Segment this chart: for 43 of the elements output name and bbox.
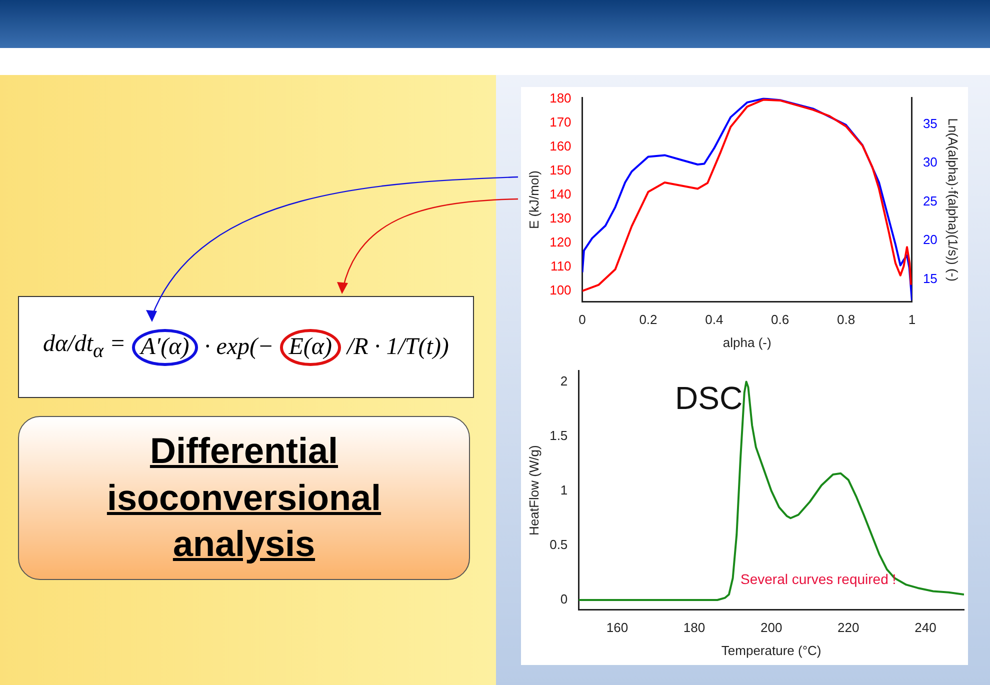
y-tick-label: 140 <box>550 186 572 202</box>
y-tick-label: 160 <box>550 138 572 154</box>
y-tick-label: 0 <box>560 592 568 607</box>
y-tick-label: 2 <box>560 373 568 388</box>
x-tick-label: 0 <box>578 312 586 328</box>
text: Differential isoconversional analysis <box>106 428 382 566</box>
text: dα/dt$_{α}$ = <box>43 331 126 363</box>
x-tick-label: 180 <box>683 620 706 636</box>
y-tick-label: 0.5 <box>550 536 568 552</box>
x-tick-label: 160 <box>606 620 628 636</box>
y2-tick-label: 15 <box>922 270 938 286</box>
y2-axis-title: Ln(A(alpha)·f(alpha)(1/s)) (-) <box>946 118 961 282</box>
x-tick-label: 0.4 <box>705 312 724 328</box>
y-tick-label: 150 <box>550 162 572 178</box>
y-tick-label: 170 <box>550 114 572 130</box>
text: E(α) <box>280 328 341 366</box>
x-tick-label: 240 <box>914 620 936 636</box>
y-tick-label: 130 <box>550 210 572 226</box>
y-tick-label: 1 <box>560 482 568 498</box>
x-tick-label: 0.8 <box>836 312 856 328</box>
x-axis-title: Temperature (°C) <box>721 642 822 658</box>
annotation: DSC <box>675 380 743 416</box>
y-tick-label: 180 <box>550 90 572 106</box>
y-tick-label: 120 <box>550 234 572 250</box>
x-tick-label: 0.2 <box>639 312 658 328</box>
y2-tick-label: 25 <box>922 193 938 208</box>
y-tick-label: 1.5 <box>550 428 568 443</box>
y-axis-title: E (kJ/mol) <box>526 170 542 230</box>
y-tick-label: 110 <box>550 258 572 274</box>
x-tick-label: 220 <box>838 620 860 636</box>
text: · exp(− <box>204 334 274 360</box>
annotation: Several curves required ! <box>740 570 896 587</box>
x-tick-label: 0.6 <box>771 312 790 328</box>
x-tick-label: 1 <box>908 312 916 328</box>
y2-tick-label: 30 <box>922 154 938 170</box>
y2-tick-label: 20 <box>922 232 938 248</box>
x-tick-label: 200 <box>760 620 782 636</box>
y-axis-title: HeatFlow (W/g) <box>526 445 542 536</box>
text: /R · 1/T(t)) <box>346 334 449 360</box>
y2-tick-label: 35 <box>922 116 938 131</box>
text: A′(α) <box>132 328 198 366</box>
y-tick-label: 100 <box>550 282 572 298</box>
x-axis-title: alpha (-) <box>722 334 772 350</box>
